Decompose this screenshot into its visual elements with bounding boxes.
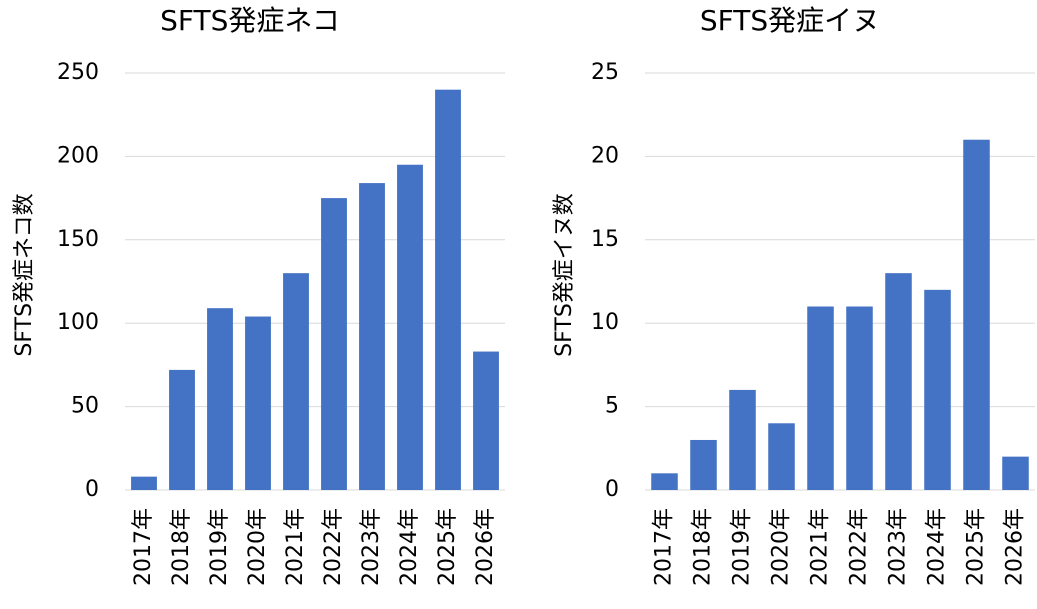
bar <box>359 183 385 490</box>
bar <box>473 351 499 490</box>
bar <box>207 308 233 490</box>
y-tick-label: 200 <box>57 143 99 168</box>
bar <box>651 473 678 490</box>
x-tick-label: 2023年 <box>886 508 911 586</box>
x-tick-label: 2024年 <box>397 508 422 586</box>
x-tick-label: 2017年 <box>652 508 677 586</box>
bar <box>885 273 912 490</box>
y-axis-title: SFTS発症ネコ数 <box>12 193 37 356</box>
bar <box>846 306 873 490</box>
x-tick-label: 2025年 <box>435 508 460 586</box>
x-tick-label: 2019年 <box>207 508 232 586</box>
x-tick-label: 2021年 <box>808 508 833 586</box>
x-tick-label: 2021年 <box>283 508 308 586</box>
x-tick-label: 2018年 <box>169 508 194 586</box>
x-tick-label: 2024年 <box>925 508 950 586</box>
x-tick-label: 2017年 <box>131 508 156 586</box>
bar <box>729 389 756 490</box>
chart-title: SFTS発症イヌ <box>700 4 880 37</box>
x-tick-label: 2020年 <box>245 508 270 586</box>
bar <box>131 476 157 490</box>
x-tick-label: 2025年 <box>964 508 989 586</box>
y-tick-label: 150 <box>57 227 99 252</box>
x-tick-label: 2018年 <box>691 508 716 586</box>
x-tick-label: 2026年 <box>1003 508 1028 586</box>
bar <box>807 306 834 490</box>
bar <box>1002 456 1029 490</box>
x-tick-label: 2023年 <box>359 508 384 586</box>
bar <box>768 423 795 490</box>
y-tick-label: 100 <box>57 310 99 335</box>
y-tick-label: 50 <box>71 394 99 419</box>
y-tick-label: 25 <box>591 60 619 85</box>
y-tick-label: 15 <box>591 227 619 252</box>
x-tick-label: 2022年 <box>847 508 872 586</box>
bar <box>963 139 990 490</box>
chart-title: SFTS発症ネコ <box>160 4 340 37</box>
y-tick-label: 250 <box>57 60 99 85</box>
y-tick-label: 10 <box>591 310 619 335</box>
y-axis-title: SFTS発症イヌ数 <box>552 193 577 357</box>
bar <box>690 439 717 490</box>
bar <box>397 164 423 491</box>
y-tick-label: 5 <box>605 394 619 419</box>
bar <box>169 369 195 490</box>
x-tick-label: 2026年 <box>473 508 498 586</box>
bar <box>924 289 951 490</box>
x-tick-label: 2020年 <box>769 508 794 586</box>
x-tick-label: 2019年 <box>730 508 755 586</box>
bar <box>283 273 309 490</box>
x-tick-label: 2022年 <box>321 508 346 586</box>
y-tick-label: 0 <box>85 477 99 502</box>
bar <box>435 89 461 491</box>
y-tick-label: 0 <box>605 477 619 502</box>
bar <box>321 198 347 490</box>
bar <box>245 316 271 490</box>
y-tick-label: 20 <box>591 143 619 168</box>
